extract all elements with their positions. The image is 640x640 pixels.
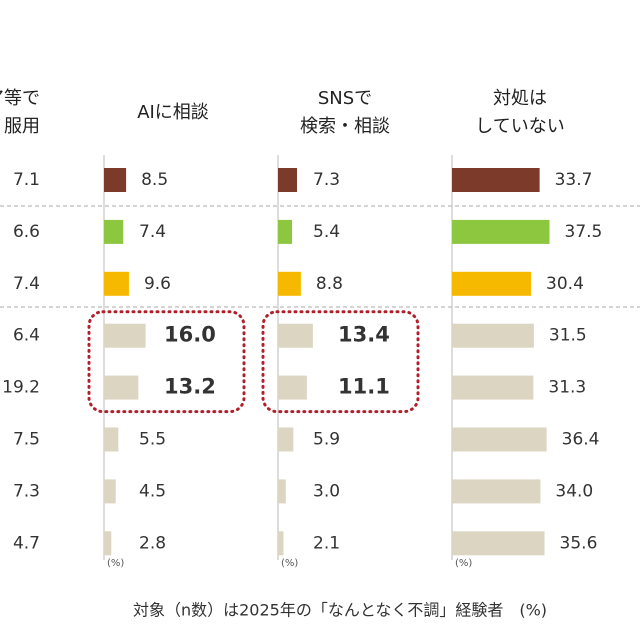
bar xyxy=(452,375,534,400)
value-label: 5.9 xyxy=(313,430,340,450)
bar xyxy=(278,531,284,556)
bar xyxy=(452,168,540,192)
value-label: 4.7 xyxy=(13,533,40,553)
bar xyxy=(278,479,286,504)
bar xyxy=(452,323,534,348)
value-label: 33.7 xyxy=(555,170,593,190)
panel-title: SNSで xyxy=(318,88,372,109)
value-label: 31.5 xyxy=(549,326,587,346)
highlight-box xyxy=(261,310,420,414)
value-label: 19.2 xyxy=(2,378,40,398)
unit-label: (%) xyxy=(107,558,124,569)
bar xyxy=(104,219,124,244)
value-label: 35.6 xyxy=(560,533,598,553)
bar xyxy=(104,323,146,348)
highlight-box xyxy=(87,310,246,414)
bar xyxy=(278,323,313,348)
bar xyxy=(278,271,301,296)
bar xyxy=(104,375,139,400)
value-label: 5.5 xyxy=(139,430,166,450)
bar xyxy=(104,271,129,296)
value-label: 16.0 xyxy=(164,323,216,347)
bar xyxy=(452,219,550,244)
value-label: 7.4 xyxy=(139,222,166,242)
panel-title: 対処は xyxy=(493,88,547,109)
value-label: 6.4 xyxy=(13,326,40,346)
bar xyxy=(104,479,116,504)
panel-title: 検索・相談 xyxy=(300,116,390,137)
panel-title: していない xyxy=(475,116,564,137)
bar xyxy=(278,168,297,192)
value-label: 5.4 xyxy=(313,222,340,242)
value-label: 8.5 xyxy=(141,170,168,190)
value-label: 8.8 xyxy=(316,274,343,294)
bar xyxy=(278,375,307,400)
value-label: 36.4 xyxy=(562,430,600,450)
bar xyxy=(452,531,545,556)
bar xyxy=(104,531,112,556)
value-label: 31.3 xyxy=(548,378,586,398)
bar xyxy=(452,271,532,296)
value-label: 30.4 xyxy=(546,274,584,294)
bar xyxy=(278,427,294,452)
value-label: 11.1 xyxy=(338,375,390,399)
value-label: 2.1 xyxy=(313,533,340,553)
bar xyxy=(278,219,293,244)
value-label: 2.8 xyxy=(139,533,166,553)
footer: 対象（n数）は2025年の「なんとなく不調」経験者 (%) xyxy=(133,601,547,620)
bar xyxy=(452,479,541,504)
value-label: 7.3 xyxy=(13,481,40,501)
unit-label: (%) xyxy=(455,558,472,569)
bar xyxy=(104,427,119,452)
panel-title: トア等で xyxy=(0,88,40,109)
unit-label: (%) xyxy=(281,558,298,569)
value-label: 13.2 xyxy=(164,375,216,399)
panel-title: 入・服用 xyxy=(0,116,40,137)
value-label: 7.4 xyxy=(13,274,40,294)
value-label: 6.6 xyxy=(13,222,40,242)
value-label: 7.1 xyxy=(13,170,40,190)
value-label: 34.0 xyxy=(555,481,593,501)
panel-title: AIに相談 xyxy=(137,102,209,123)
value-label: 13.4 xyxy=(338,323,390,347)
value-label: 37.5 xyxy=(565,222,603,242)
bar xyxy=(452,427,547,452)
value-label: 7.5 xyxy=(13,430,40,450)
bar xyxy=(104,168,127,192)
value-label: 3.0 xyxy=(313,481,340,501)
value-label: 7.3 xyxy=(313,170,340,190)
value-label: 4.5 xyxy=(139,481,166,501)
value-label: 9.6 xyxy=(144,274,171,294)
